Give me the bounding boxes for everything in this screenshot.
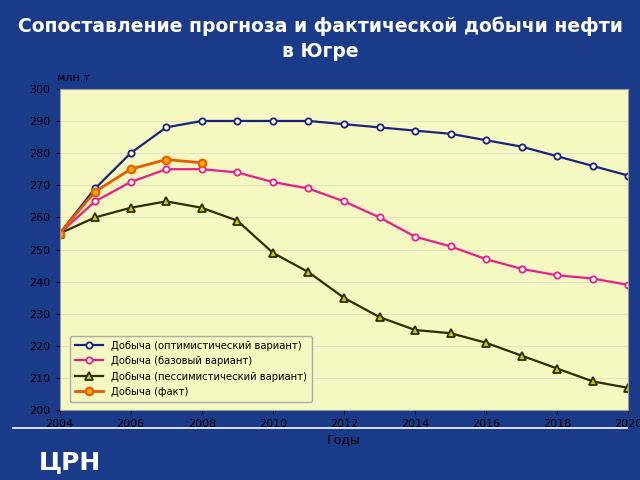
Добыча (оптимистический вариант) — [518, 144, 525, 150]
Добыча (факт) — [127, 166, 134, 172]
Добыча (оптимистический вариант) — [340, 121, 348, 127]
Добыча (оптимистический вариант) — [234, 118, 241, 124]
Добыча (пессимистический вариант) — [483, 340, 490, 346]
Добыча (базовый вариант) — [340, 199, 348, 204]
Добыча (факт) — [198, 160, 205, 166]
Legend: Добыча (оптимистический вариант), Добыча (базовый вариант), Добыча (пессимистиче: Добыча (оптимистический вариант), Добыча… — [70, 336, 312, 402]
Line: Добыча (базовый вариант): Добыча (базовый вариант) — [56, 166, 632, 288]
Добыча (оптимистический вариант) — [483, 137, 490, 143]
Добыча (факт) — [56, 230, 63, 236]
Добыча (пессимистический вариант) — [340, 295, 348, 300]
Добыча (базовый вариант) — [127, 179, 134, 185]
Добыча (оптимистический вариант) — [376, 124, 383, 130]
Добыча (базовый вариант) — [56, 230, 63, 236]
Добыча (пессимистический вариант) — [305, 269, 312, 275]
Добыча (пессимистический вариант) — [56, 230, 63, 236]
Добыча (базовый вариант) — [625, 282, 632, 288]
Добыча (оптимистический вариант) — [127, 150, 134, 156]
Добыча (пессимистический вариант) — [554, 366, 561, 372]
Добыча (оптимистический вариант) — [625, 173, 632, 179]
Добыча (базовый вариант) — [447, 243, 454, 249]
Добыча (базовый вариант) — [305, 186, 312, 192]
Добыча (факт) — [92, 189, 99, 194]
Добыча (пессимистический вариант) — [127, 205, 134, 211]
Text: Сопоставление прогноза и фактической добычи нефти
в Югре: Сопоставление прогноза и фактической доб… — [17, 17, 623, 61]
Добыча (оптимистический вариант) — [412, 128, 419, 133]
Добыча (оптимистический вариант) — [92, 186, 99, 192]
Добыча (пессимистический вариант) — [412, 327, 419, 333]
Добыча (базовый вариант) — [269, 179, 276, 185]
X-axis label: Годы: Годы — [327, 433, 361, 446]
Добыча (факт) — [163, 156, 170, 162]
Добыча (оптимистический вариант) — [305, 118, 312, 124]
Добыча (пессимистический вариант) — [447, 330, 454, 336]
Добыча (пессимистический вариант) — [376, 314, 383, 320]
Line: Добыча (пессимистический вариант): Добыча (пессимистический вариант) — [56, 198, 632, 392]
Добыча (оптимистический вариант) — [554, 154, 561, 159]
Добыча (оптимистический вариант) — [56, 230, 63, 236]
Добыча (базовый вариант) — [554, 273, 561, 278]
Line: Добыча (оптимистический вариант): Добыча (оптимистический вариант) — [56, 118, 632, 237]
Добыча (пессимистический вариант) — [92, 215, 99, 220]
Добыча (базовый вариант) — [412, 234, 419, 240]
Добыча (оптимистический вариант) — [269, 118, 276, 124]
Добыча (пессимистический вариант) — [625, 385, 632, 391]
Line: Добыча (факт): Добыча (факт) — [56, 156, 205, 237]
Добыча (базовый вариант) — [483, 256, 490, 262]
Добыча (пессимистический вариант) — [234, 218, 241, 224]
Добыча (пессимистический вариант) — [518, 353, 525, 359]
Добыча (базовый вариант) — [589, 276, 596, 281]
Добыча (оптимистический вариант) — [447, 131, 454, 137]
Добыча (пессимистический вариант) — [163, 199, 170, 204]
Добыча (оптимистический вариант) — [198, 118, 205, 124]
Добыча (базовый вариант) — [376, 215, 383, 220]
Добыча (пессимистический вариант) — [269, 250, 276, 256]
Добыча (базовый вариант) — [163, 166, 170, 172]
Text: ЦРН: ЦРН — [38, 450, 100, 474]
Добыча (базовый вариант) — [518, 266, 525, 272]
Добыча (оптимистический вариант) — [589, 163, 596, 169]
Добыча (базовый вариант) — [92, 199, 99, 204]
Добыча (базовый вариант) — [234, 169, 241, 175]
Text: млн.т: млн.т — [57, 73, 90, 83]
Добыча (оптимистический вариант) — [163, 124, 170, 130]
Добыча (пессимистический вариант) — [589, 379, 596, 384]
Добыча (базовый вариант) — [198, 166, 205, 172]
Добыча (пессимистический вариант) — [198, 205, 205, 211]
